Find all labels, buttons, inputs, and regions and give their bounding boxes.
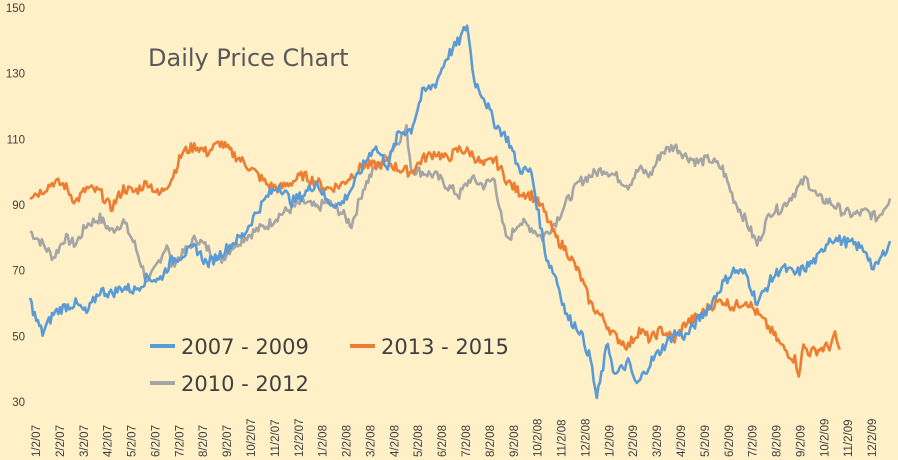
x-tick-label: 8/2/07 (198, 425, 210, 457)
y-tick-label: 90 (12, 200, 25, 212)
y-tick-label: 50 (12, 331, 25, 343)
x-tick-label: 6/2/09 (724, 425, 736, 457)
x-tick-label: 12/2/08 (580, 419, 592, 457)
x-tick-label: 12/2/09 (867, 419, 879, 457)
x-tick-label: 4/2/07 (103, 425, 115, 457)
x-tick-label: 1/2/07 (31, 425, 43, 457)
x-tick-label: 5/2/07 (127, 425, 139, 457)
series-layer (28, 24, 892, 400)
x-tick-label: 2/2/09 (628, 425, 640, 457)
x-tick-label: 2/2/08 (342, 425, 354, 457)
x-tick-label: 5/2/08 (413, 425, 425, 457)
x-tick-label: 1/2/09 (604, 425, 616, 457)
x-tick-label: 4/2/09 (676, 425, 688, 457)
x-tick-label: 2/2/07 (55, 425, 67, 457)
x-tick-label: 8/2/09 (772, 425, 784, 457)
series-line-1 (29, 140, 841, 378)
x-axis: 1/2/07 2/2/07 3/2/07 4/2/07 5/2/07 6/2/07 7/2/… (31, 419, 879, 457)
x-tick-label: 10/2/09 (819, 419, 831, 457)
y-tick-label: 30 (12, 397, 25, 409)
x-tick-label: 9/2/08 (509, 425, 521, 457)
y-tick-label: 150 (6, 3, 25, 15)
y-tick-label: 70 (12, 266, 25, 278)
x-tick-label: 3/2/09 (652, 425, 664, 457)
series-line-0 (28, 24, 892, 400)
x-tick-label: 3/2/08 (365, 425, 377, 457)
y-tick-label: 130 (6, 69, 25, 81)
legend-label: 2007 - 2009 (181, 335, 309, 359)
y-axis: 30 50 70 90 110 130 150 (6, 3, 25, 409)
legend-label: 2010 - 2012 (181, 372, 309, 396)
x-tick-label: 4/2/08 (389, 425, 401, 457)
x-tick-label: 6/2/07 (150, 425, 162, 457)
x-tick-label: 7/2/07 (174, 425, 186, 457)
x-tick-label: 9/2/09 (795, 425, 807, 457)
legend-label: 2013 - 2015 (381, 335, 509, 359)
x-tick-label: 11/2/09 (843, 419, 855, 457)
x-tick-label: 11/2/08 (557, 419, 569, 457)
x-tick-label: 9/2/07 (222, 425, 234, 457)
x-tick-label: 10/2/07 (246, 419, 258, 457)
x-tick-label: 12/2/07 (294, 419, 306, 457)
x-tick-label: 10/2/08 (533, 419, 545, 457)
x-tick-label: 7/2/08 (461, 425, 473, 457)
legend: 2007 - 2009 2013 - 2015 2010 - 2012 (150, 335, 509, 396)
y-tick-label: 110 (7, 134, 25, 146)
chart-title: Daily Price Chart (148, 44, 348, 72)
x-tick-label: 11/2/07 (270, 419, 282, 457)
x-tick-label: 8/2/08 (485, 425, 497, 457)
x-tick-label: 1/2/08 (318, 425, 330, 457)
x-tick-label: 5/2/09 (700, 425, 712, 457)
x-tick-label: 7/2/09 (748, 425, 760, 457)
x-tick-label: 3/2/07 (79, 425, 91, 457)
x-tick-label: 6/2/08 (437, 425, 449, 457)
